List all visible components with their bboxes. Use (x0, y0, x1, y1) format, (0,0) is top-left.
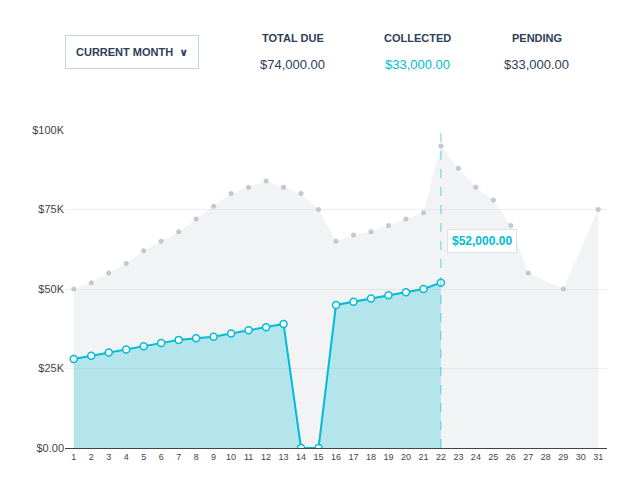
svg-text:9: 9 (211, 452, 216, 462)
svg-text:17: 17 (348, 452, 358, 462)
svg-text:4: 4 (124, 452, 129, 462)
svg-text:$100K: $100K (32, 124, 64, 136)
svg-text:$50K: $50K (38, 283, 64, 295)
svg-text:2: 2 (89, 452, 94, 462)
svg-text:5: 5 (141, 452, 146, 462)
svg-text:$33,000.00: $33,000.00 (385, 57, 450, 72)
svg-text:22: 22 (436, 452, 446, 462)
svg-text:$74,000.00: $74,000.00 (260, 57, 325, 72)
svg-text:11: 11 (244, 452, 253, 462)
svg-text:31: 31 (593, 452, 603, 462)
svg-text:26: 26 (506, 452, 516, 462)
svg-text:21: 21 (418, 452, 428, 462)
svg-text:TOTAL DUE: TOTAL DUE (262, 32, 324, 44)
svg-text:29: 29 (558, 452, 568, 462)
svg-text:10: 10 (226, 452, 236, 462)
svg-text:23: 23 (453, 452, 463, 462)
svg-text:COLLECTED: COLLECTED (384, 32, 451, 44)
svg-text:$52,000.00: $52,000.00 (452, 234, 512, 248)
svg-text:18: 18 (366, 452, 376, 462)
svg-text:12: 12 (261, 452, 271, 462)
svg-text:$75K: $75K (38, 203, 64, 215)
svg-text:25: 25 (488, 452, 498, 462)
svg-text:19: 19 (383, 452, 393, 462)
svg-text:16: 16 (331, 452, 341, 462)
svg-text:24: 24 (471, 452, 481, 462)
svg-text:8: 8 (194, 452, 199, 462)
svg-text:20: 20 (401, 452, 411, 462)
svg-text:27: 27 (523, 452, 533, 462)
svg-text:15: 15 (314, 452, 324, 462)
svg-text:7: 7 (176, 452, 181, 462)
svg-text:PENDING: PENDING (512, 32, 562, 44)
svg-text:1: 1 (71, 452, 76, 462)
svg-text:$0.00: $0.00 (36, 442, 64, 454)
svg-text:$25K: $25K (38, 362, 64, 374)
svg-text:13: 13 (279, 452, 289, 462)
svg-text:30: 30 (576, 452, 586, 462)
svg-text:14: 14 (296, 452, 306, 462)
svg-text:3: 3 (106, 452, 111, 462)
svg-text:CURRENT MONTH ∨: CURRENT MONTH ∨ (76, 46, 188, 58)
svg-text:6: 6 (159, 452, 164, 462)
svg-text:28: 28 (541, 452, 551, 462)
svg-text:$33,000.00: $33,000.00 (504, 57, 569, 72)
